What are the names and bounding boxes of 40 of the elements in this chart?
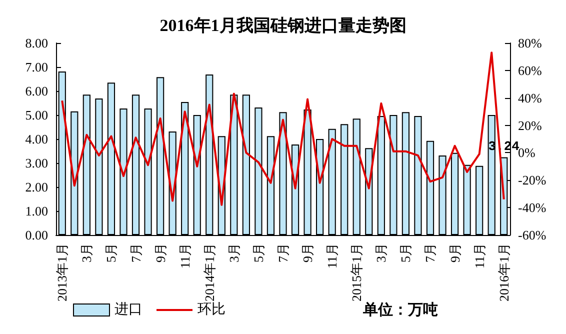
x-tick-label: 7月 (422, 243, 438, 262)
x-tick-label: 2015年1月 (349, 243, 364, 302)
x-tick-label: 5月 (398, 243, 414, 262)
x-tick-label: 3月 (374, 243, 389, 262)
y-tick-label: 3.00 (25, 156, 48, 170)
x-tick-label: 5月 (250, 243, 266, 262)
y-tick-label: 2.00 (25, 180, 48, 194)
x-tick-label: 2014年1月 (202, 243, 217, 302)
y2-tick-label: 20% (518, 118, 542, 133)
x-tick-label: 2013年1月 (54, 243, 70, 302)
y-tick-label: 4.00 (25, 132, 48, 146)
x-tick-label: 9月 (300, 243, 316, 262)
y-tick-label: 7.00 (25, 60, 48, 74)
y-tick-label: 8.00 (25, 36, 48, 50)
y2-tick-label: -60% (518, 228, 546, 242)
y2-tick-label: -40% (518, 200, 546, 216)
x-tick-label: 11月 (472, 243, 487, 269)
y2-tick-label: 0% (518, 145, 536, 160)
y-tick-label: 1.00 (25, 204, 48, 218)
y2-tick-label: 40% (518, 90, 542, 106)
x-tick-label: 3月 (226, 243, 242, 262)
x-tick-label: 3月 (79, 243, 94, 262)
text: 单位：万吨 (362, 302, 438, 318)
x-tick-label: 5月 (104, 243, 119, 262)
y-tick-label: 5.00 (25, 108, 48, 122)
y-tick-label: 6.00 (25, 84, 48, 98)
x-tick-label: 9月 (152, 243, 168, 262)
x-tick-label: 11月 (324, 243, 340, 269)
legend-label: 环比 (198, 302, 226, 318)
legend-label: 进口 (114, 302, 142, 318)
y-tick-label: 0.00 (25, 228, 48, 242)
x-tick-label: 11月 (177, 243, 192, 269)
chart-title: 2016年1月我国硅钢进口量走势图 (160, 16, 406, 35)
x-tick-label: 9月 (447, 243, 462, 262)
x-tick-label: 2016年1月 (496, 243, 512, 302)
y2-tick-label: -20% (518, 172, 546, 188)
x-tick-label: 7月 (276, 243, 290, 262)
x-tick-label: 7月 (128, 243, 144, 262)
y2-tick-label: 80% (518, 36, 542, 50)
y2-tick-label: 60% (518, 62, 542, 78)
